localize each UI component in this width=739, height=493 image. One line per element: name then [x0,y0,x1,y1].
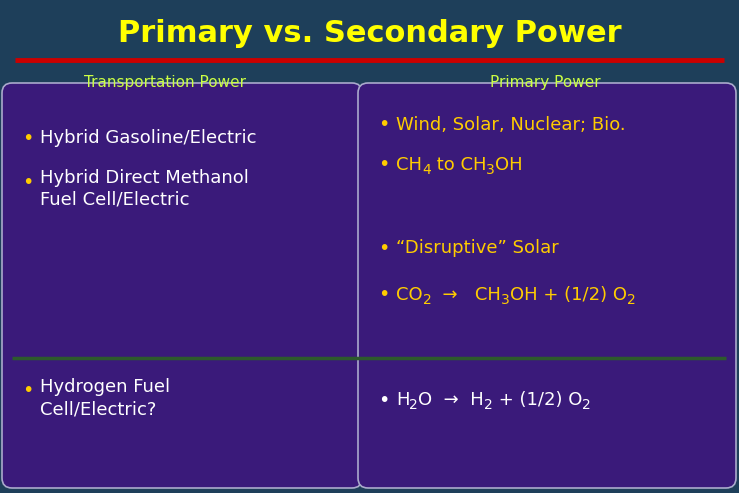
Text: 4: 4 [422,163,431,177]
Text: + (1/2) O: + (1/2) O [493,391,582,409]
Text: 3: 3 [486,163,495,177]
Text: Transportation Power: Transportation Power [84,74,246,90]
Text: •: • [378,115,389,135]
Text: Hybrid Gasoline/Electric: Hybrid Gasoline/Electric [40,129,256,147]
Text: •: • [378,155,389,175]
Text: 2: 2 [582,398,591,412]
Text: •: • [378,390,389,410]
Text: to CH: to CH [431,156,486,174]
FancyBboxPatch shape [358,83,736,488]
Text: 2: 2 [409,398,418,412]
Text: 2: 2 [484,398,493,412]
Text: •: • [22,173,33,191]
Text: •: • [378,285,389,305]
Text: →   CH: → CH [432,286,501,304]
Text: Wind, Solar, Nuclear; Bio.: Wind, Solar, Nuclear; Bio. [396,116,626,134]
Text: Primary Power: Primary Power [490,74,600,90]
Text: 3: 3 [501,293,510,307]
Text: Fuel Cell/Electric: Fuel Cell/Electric [40,191,189,209]
Text: •: • [22,129,33,147]
Text: Hydrogen Fuel: Hydrogen Fuel [40,378,170,396]
Text: Primary vs. Secondary Power: Primary vs. Secondary Power [118,20,621,48]
Text: “Disruptive” Solar: “Disruptive” Solar [396,239,559,257]
Text: 2: 2 [627,293,636,307]
Text: Hybrid Direct Methanol: Hybrid Direct Methanol [40,169,249,187]
Text: OH + (1/2) O: OH + (1/2) O [510,286,627,304]
Text: CO: CO [396,286,423,304]
Text: 2: 2 [423,293,432,307]
Text: H: H [396,391,409,409]
Text: •: • [22,381,33,399]
Text: OH: OH [495,156,522,174]
Text: •: • [378,239,389,257]
Text: CH: CH [396,156,422,174]
Text: O  →  H: O → H [418,391,484,409]
Text: Cell/Electric?: Cell/Electric? [40,401,157,419]
FancyBboxPatch shape [2,83,362,488]
